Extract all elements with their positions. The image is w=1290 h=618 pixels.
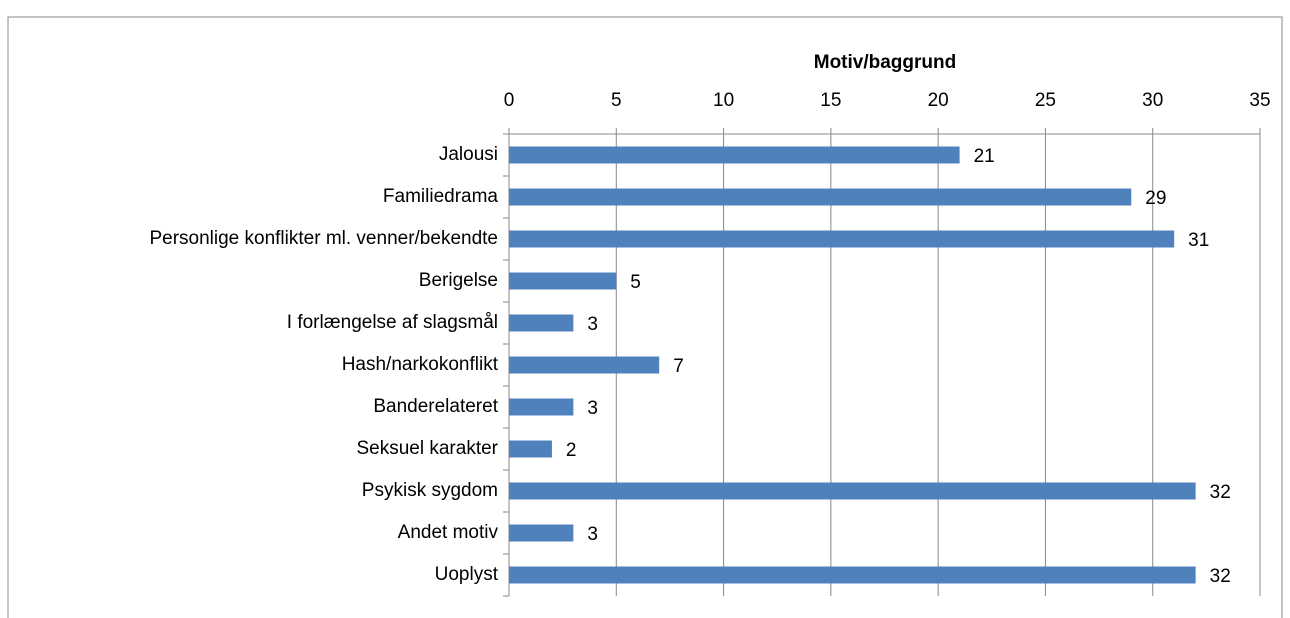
- data-label: 21: [974, 146, 995, 167]
- y-tick-label: Psykisk sygdom: [362, 480, 498, 501]
- chart-border: [7, 16, 1283, 618]
- y-tick-label: Jalousi: [439, 144, 498, 165]
- y-tick-label: Hash/narkokonflikt: [342, 354, 499, 375]
- bar: [509, 272, 617, 290]
- bar: [509, 188, 1132, 206]
- data-label: 32: [1210, 566, 1231, 587]
- x-tick-label: 30: [1142, 90, 1163, 111]
- x-tick-label: 0: [504, 90, 515, 111]
- y-tick-label: Andet motiv: [398, 522, 499, 543]
- data-label: 31: [1188, 230, 1209, 251]
- bar: [509, 356, 660, 374]
- data-label: 7: [673, 356, 684, 377]
- x-tick-label: 15: [820, 90, 841, 111]
- x-tick-label: 25: [1035, 90, 1056, 111]
- bar: [509, 314, 574, 332]
- x-tick-label: 5: [611, 90, 622, 111]
- bar: [509, 398, 574, 416]
- y-tick-label: I forlængelse af slagsmål: [287, 312, 498, 333]
- bar: [509, 440, 552, 458]
- chart-title: Motiv/baggrund: [814, 52, 956, 73]
- y-tick-label: Seksuel karakter: [356, 438, 498, 459]
- bar: [509, 482, 1196, 500]
- bar: [509, 146, 960, 164]
- data-label: 2: [566, 440, 577, 461]
- data-label: 3: [587, 524, 598, 545]
- bar: [509, 524, 574, 542]
- x-tick-label: 35: [1249, 90, 1270, 111]
- data-label: 29: [1145, 188, 1166, 209]
- data-label: 3: [587, 398, 598, 419]
- bar: [509, 230, 1175, 248]
- y-tick-label: Berigelse: [419, 270, 498, 291]
- bar: [509, 566, 1196, 584]
- x-tick-label: 20: [928, 90, 949, 111]
- x-tick-label: 10: [713, 90, 734, 111]
- y-tick-label: Personlige konflikter ml. venner/bekendt…: [149, 228, 498, 249]
- y-tick-label: Familiedrama: [383, 186, 499, 207]
- y-tick-label: Banderelateret: [373, 396, 498, 417]
- data-label: 32: [1210, 482, 1231, 503]
- data-label: 5: [630, 272, 641, 293]
- y-tick-label: Uoplyst: [435, 564, 499, 585]
- data-label: 3: [587, 314, 598, 335]
